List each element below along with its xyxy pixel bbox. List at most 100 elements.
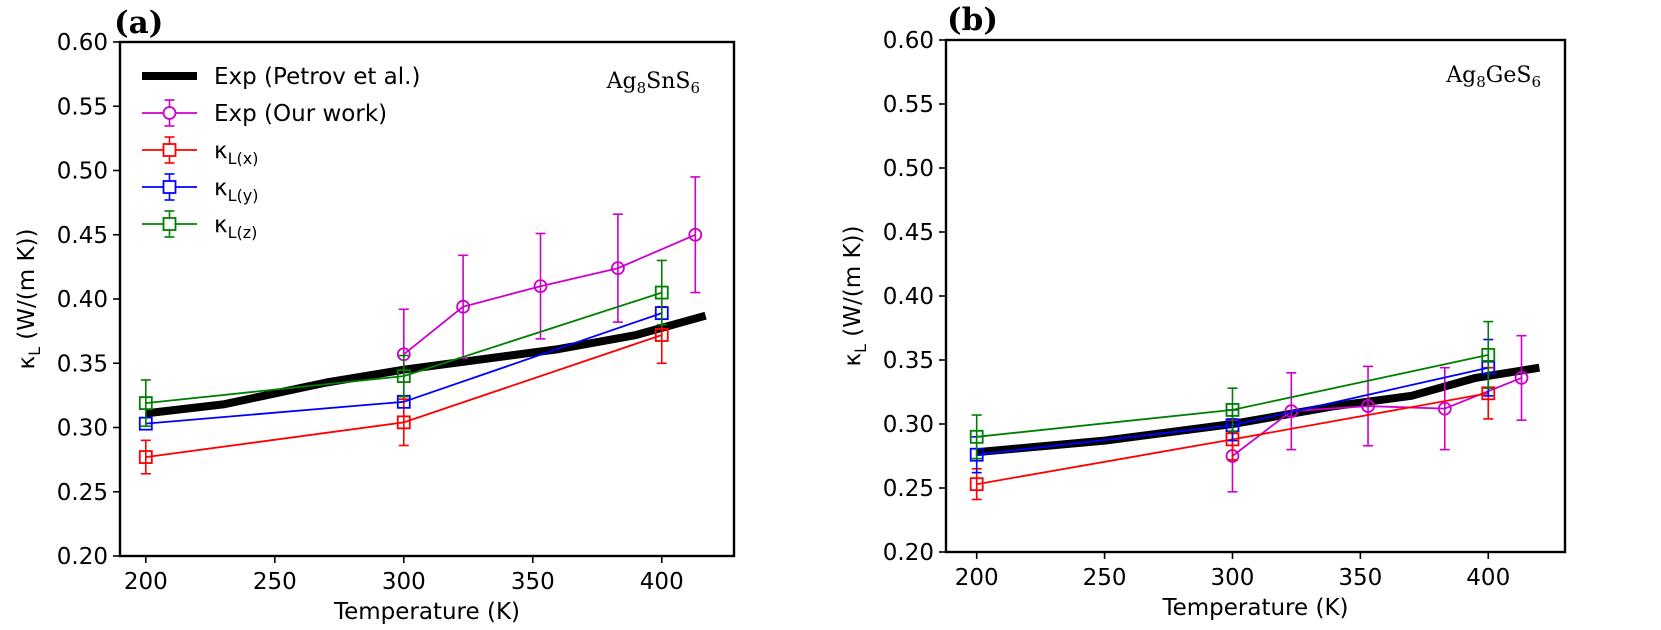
legend-label: κL(z) — [214, 212, 257, 242]
chart-panel-a: 200 250 300 350 400 0.20 0.25 0.30 0.35 0.40 0.45 0… — [14, 5, 736, 625]
x-tick-label: 300 — [1211, 565, 1255, 591]
legend-marker — [162, 180, 177, 194]
y-axis-label: κL (W/(m K)) — [840, 226, 870, 367]
legend: Exp (Petrov et al.)Exp (Our work)κL(x)κL… — [142, 64, 420, 242]
data-point — [654, 285, 669, 300]
compound-label: Ag8GeS6 — [1445, 63, 1541, 91]
x-tick-label: 400 — [1466, 565, 1510, 591]
legend-label: Exp (Our work) — [214, 101, 387, 127]
legend-marker — [162, 217, 177, 231]
data-point — [1514, 371, 1529, 385]
data-point — [969, 477, 984, 492]
y-tick-label: 0.50 — [57, 159, 108, 185]
y-tick-label: 0.60 — [883, 28, 934, 54]
x-tick-label: 300 — [382, 569, 426, 595]
legend-entry: κL(y) — [142, 173, 258, 205]
compound-subscript: 8 — [637, 79, 647, 97]
y-tick-label: 0.35 — [883, 348, 934, 374]
legend-entry: κL(z) — [142, 210, 257, 242]
compound-subscript: 6 — [690, 79, 700, 97]
series-line — [145, 311, 707, 418]
y-axis-label-units: (W/(m K)) — [840, 226, 866, 345]
y-tick-label: 0.35 — [57, 351, 108, 377]
legend-entry: κL(x) — [142, 136, 259, 168]
data-point — [1225, 403, 1240, 417]
y-axis-label: κL (W/(m K)) — [14, 229, 44, 370]
x-axis-label: Temperature (K) — [333, 599, 520, 625]
legend-entry: Exp (Petrov et al.) — [142, 64, 420, 90]
legend-label-subscript: L(z) — [228, 223, 258, 242]
series-1 — [396, 176, 703, 401]
data-point — [688, 227, 703, 242]
series-line — [976, 363, 1541, 457]
chart-panel-b: 200 250 300 350 400 0.20 0.25 0.30 0.35 0.40 0.45 0… — [840, 2, 1567, 621]
y-tick-label: 0.55 — [57, 94, 108, 120]
compound-part: GeS — [1486, 63, 1532, 88]
y-tick-label: 0.25 — [883, 476, 934, 502]
data-point — [1361, 399, 1375, 413]
y-tick-label: 0.25 — [57, 480, 108, 506]
legend-label-subscript: L(x) — [228, 149, 259, 168]
compound-subscript: 8 — [1476, 73, 1486, 91]
legend-label-subscript: L(y) — [228, 186, 259, 205]
series-4 — [138, 259, 669, 428]
data-point — [611, 261, 625, 276]
series-line — [402, 233, 697, 356]
series-4 — [969, 320, 1496, 460]
series-0 — [145, 311, 707, 418]
data-point — [654, 328, 669, 342]
data-point — [1481, 347, 1496, 362]
data-point — [396, 369, 411, 384]
y-tick-label: 0.40 — [883, 284, 934, 310]
plot-frame — [118, 40, 736, 558]
y-tick-label: 0.20 — [57, 544, 108, 570]
legend-entry: Exp (Our work) — [142, 99, 387, 127]
series-line — [144, 312, 663, 425]
data-point — [533, 279, 548, 294]
data-point — [969, 429, 984, 444]
x-tick-label: 350 — [511, 569, 555, 595]
legend-label-kappa: κ — [214, 212, 228, 238]
data-point — [1437, 401, 1452, 416]
series-0 — [976, 363, 1541, 457]
plot-area — [969, 320, 1541, 501]
compound-part: Ag — [606, 69, 637, 94]
y-tick-label: 0.40 — [57, 287, 108, 313]
y-tick-label: 0.45 — [57, 223, 108, 249]
panel-label: (a) — [114, 5, 163, 41]
x-tick-label: 250 — [1083, 565, 1127, 591]
x-tick-label: 400 — [640, 569, 684, 595]
x-tick-label: 350 — [1338, 565, 1382, 591]
y-tick-label: 0.60 — [57, 30, 108, 56]
compound-part: SnS — [646, 69, 690, 94]
x-tick-label: 200 — [124, 569, 168, 595]
y-axis-label-kappa: κ — [840, 353, 866, 367]
y-axis-label-kappa: κ — [14, 356, 40, 370]
legend-label: κL(y) — [214, 175, 258, 205]
compound-label: Ag8SnS6 — [606, 69, 700, 97]
y-axis-label-subscript: L — [851, 344, 870, 353]
y-tick-label: 0.30 — [57, 416, 108, 442]
compound-subscript: 6 — [1531, 73, 1541, 91]
y-tick-label: 0.45 — [883, 220, 934, 246]
y-tick-label: 0.30 — [883, 412, 934, 438]
y-tick-label: 0.50 — [883, 156, 934, 182]
plot-frame — [944, 38, 1567, 554]
compound-part: Ag — [1445, 63, 1476, 88]
y-tick-label: 0.20 — [883, 540, 934, 566]
panel-label: (b) — [947, 2, 998, 38]
plot-area — [138, 176, 707, 475]
y-axis-label-units: (W/(m K)) — [14, 229, 40, 348]
legend-label-kappa: κ — [214, 175, 228, 201]
y-axis-label-subscript: L — [25, 347, 44, 356]
y-tick-label: 0.55 — [883, 92, 934, 118]
x-tick-label: 250 — [253, 569, 297, 595]
legend-marker — [162, 143, 177, 157]
legend-marker — [162, 106, 177, 120]
x-tick-label: 200 — [955, 565, 999, 591]
data-point — [396, 415, 411, 430]
data-point — [138, 396, 153, 410]
legend-label-kappa: κ — [214, 138, 228, 164]
data-point — [456, 299, 471, 314]
